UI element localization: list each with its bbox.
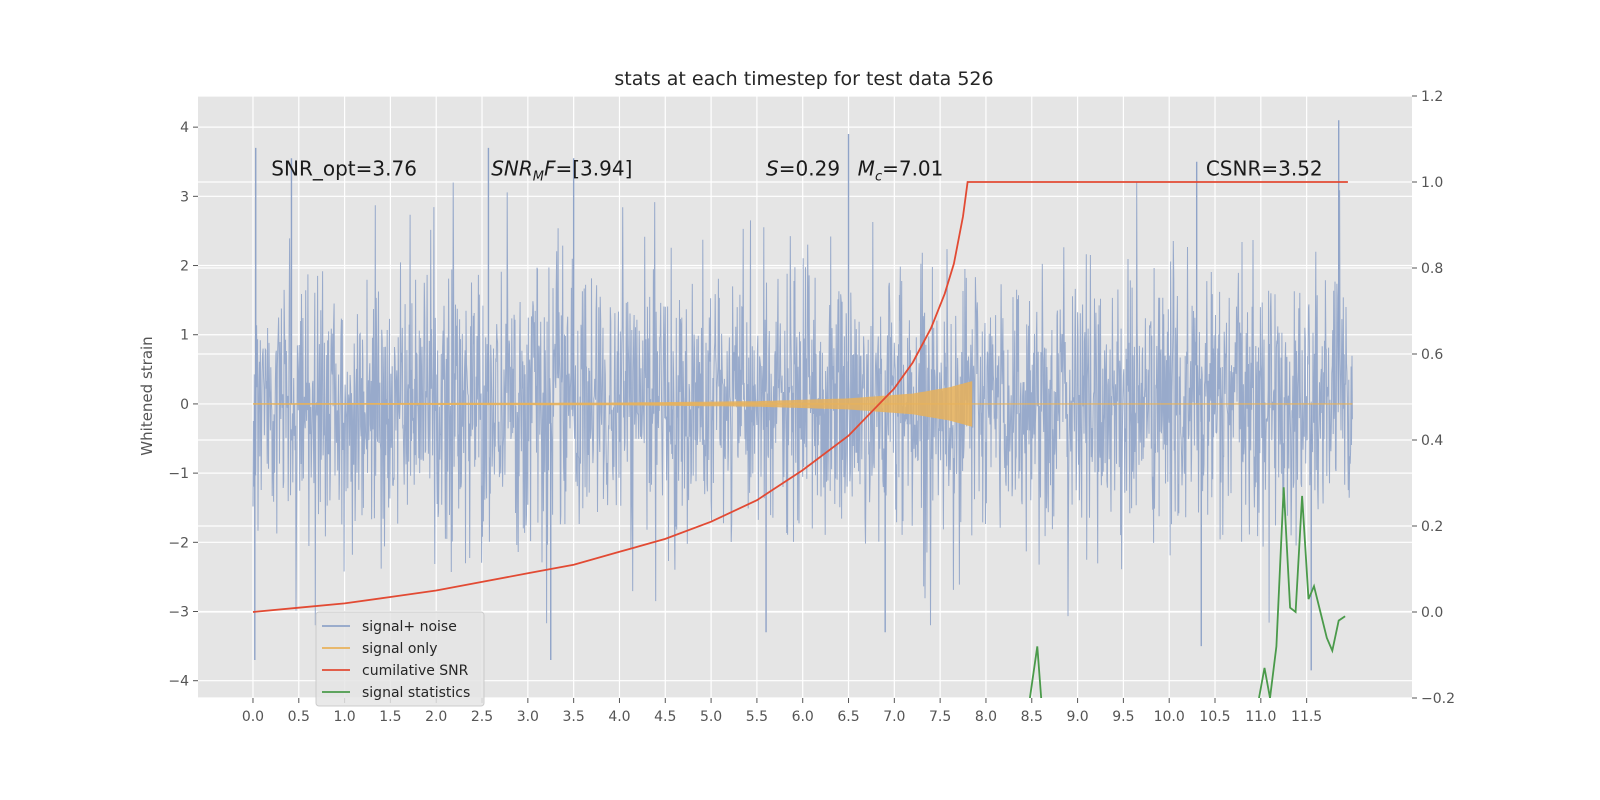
legend-label: signal+ noise (362, 619, 457, 635)
y-tick-label: −1 (168, 466, 189, 482)
annotation-text: SNR_opt=3.76 (271, 157, 417, 181)
y-tick-label: 0 (180, 397, 189, 413)
x-tick-label: 9.5 (1112, 709, 1134, 725)
x-tick-label: 10.0 (1154, 709, 1185, 725)
x-tick-label: 1.0 (333, 709, 355, 725)
annotation-text: SNRMF=[3.94] (491, 157, 632, 185)
x-tick-label: 1.5 (379, 709, 401, 725)
x-tick-label: 2.0 (425, 709, 447, 725)
series-signal-noise (252, 182, 1353, 626)
x-tick-label: 6.0 (792, 709, 814, 725)
y-tick-label: −2 (168, 535, 189, 551)
y2-tick-label: 0.8 (1421, 261, 1443, 277)
x-tick-label: 3.5 (563, 709, 585, 725)
annotation-text: S=0.29 (766, 157, 840, 181)
x-tick-label: 7.5 (929, 709, 951, 725)
y-tick-label: 2 (180, 259, 189, 275)
y2-tick-label: 0.0 (1421, 605, 1443, 621)
x-tick-label: 6.5 (837, 709, 859, 725)
series-layer (252, 120, 1353, 698)
annotation-text: CSNR=3.52 (1206, 157, 1323, 181)
x-tick-label: 4.0 (608, 709, 630, 725)
x-tick-label: 9.0 (1066, 709, 1088, 725)
y2-tick-label: 0.4 (1421, 433, 1443, 449)
series-cumulative-snr (252, 181, 1348, 613)
legend-label: cumilative SNR (362, 663, 469, 679)
x-tick-label: 8.5 (1021, 709, 1043, 725)
series-signal-statistics (1029, 646, 1043, 698)
x-tick-label: 7.0 (883, 709, 905, 725)
chart-title: stats at each timestep for test data 526 (614, 68, 993, 90)
y2-tick-label: −0.2 (1421, 691, 1455, 707)
y2-tick-label: 0.6 (1421, 347, 1443, 363)
y-tick-label: −3 (168, 605, 189, 621)
x-tick-label: 5.5 (746, 709, 768, 725)
x-tick-label: 11.5 (1291, 709, 1322, 725)
y-tick-label: −4 (168, 674, 189, 690)
legend-box (315, 611, 485, 707)
y2-tick-label: 1.2 (1421, 89, 1443, 105)
x-tick-label: 0.0 (242, 709, 264, 725)
x-tick-label: 3.0 (517, 709, 539, 725)
x-tick-label: 2.5 (471, 709, 493, 725)
y2-tick-label: 1.0 (1421, 175, 1443, 191)
annotations: SNR_opt=3.76 SNRMF=[3.94] S=0.29 Mc=7.01 CSN… (271, 157, 1322, 185)
x-tick-label: 11.0 (1245, 709, 1276, 725)
legend-label: signal statistics (362, 685, 470, 701)
legend-label: signal only (362, 641, 437, 657)
x-tick-label: 10.5 (1199, 709, 1230, 725)
ticks-layer: 0.0 0.5 1.0 1.5 2.0 2.5 3.0 3.5 4.0 4.5 5.0 5.5 6.0 6… (168, 89, 1455, 725)
annotation-text: Mc=7.01 (858, 157, 944, 185)
y2-tick-label: 0.2 (1421, 519, 1443, 535)
y-tick-label: 3 (180, 189, 189, 205)
x-tick-label: 4.5 (654, 709, 676, 725)
x-tick-label: 5.0 (700, 709, 722, 725)
x-tick-label: 8.0 (975, 709, 997, 725)
y-tick-label: 1 (180, 328, 189, 344)
legend: signal+ noise signal only cumilative SNR si… (315, 611, 485, 707)
x-tick-label: 0.5 (288, 709, 310, 725)
series-signal-statistics (1258, 487, 1346, 698)
y-axis-label: Whitened strain (138, 336, 156, 455)
y-tick-label: 4 (180, 120, 189, 136)
